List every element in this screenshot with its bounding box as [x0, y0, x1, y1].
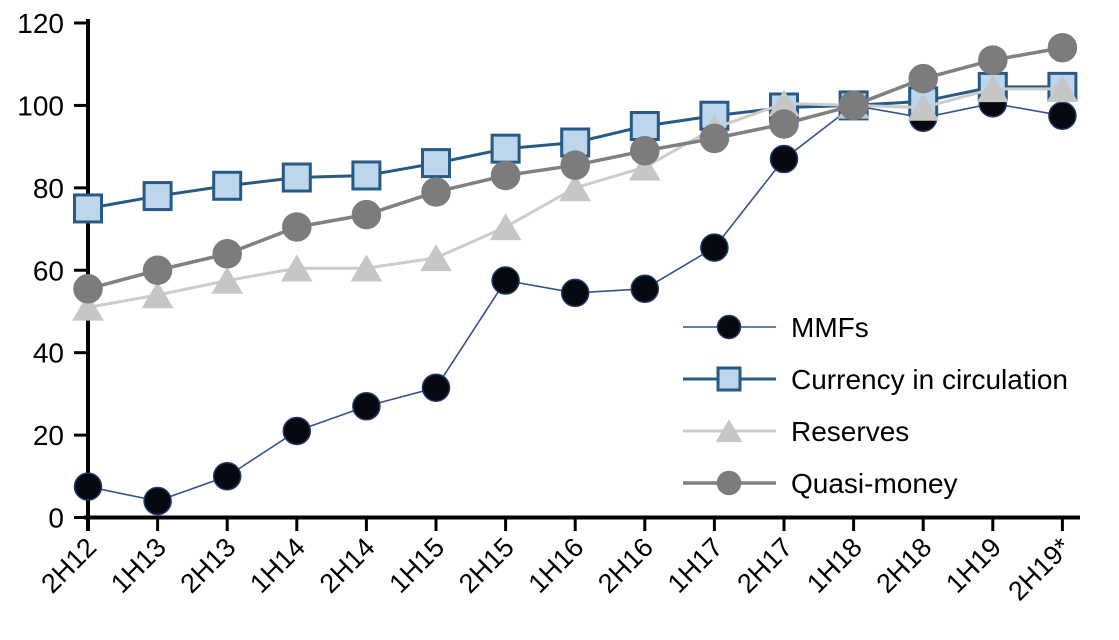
reserves-marker [280, 254, 313, 282]
legend-item-currency-in-circulation: Currency in circulation [683, 364, 1068, 395]
reserves-marker [72, 293, 104, 321]
y-tick-label: 100 [17, 90, 64, 121]
quasi-money-marker [699, 123, 730, 154]
series-quasi-money [73, 32, 1078, 304]
mmfs-marker [769, 144, 799, 174]
mmfs-marker [560, 278, 590, 308]
legend-square-icon [716, 366, 742, 392]
quasi-money-marker [1047, 32, 1078, 63]
quasi-money-marker [421, 177, 451, 207]
currency-in-circulation-marker [421, 148, 451, 179]
quasi-money-marker [73, 274, 103, 304]
y-tick-label: 0 [48, 503, 64, 534]
currency-in-circulation-marker [73, 193, 103, 224]
quasi-money-marker [560, 150, 590, 180]
mmfs-marker [352, 391, 381, 421]
x-tick-label: 2H16 [592, 532, 659, 599]
currency-in-circulation-marker [142, 181, 173, 212]
quasi-money-marker [908, 63, 938, 94]
mmfs-marker [421, 373, 451, 402]
reserves-marker [211, 266, 244, 294]
reserves-marker [907, 93, 940, 121]
legend-item-reserves: Reserves [683, 416, 909, 447]
legend-item-mmfs: MMFs [683, 312, 869, 343]
quasi-money-marker [838, 90, 869, 121]
x-tick-label: 1H13 [105, 532, 172, 599]
legend-label: Currency in circulation [791, 364, 1068, 395]
currency-in-circulation-marker [212, 170, 243, 201]
x-tick-label: 1H15 [383, 532, 450, 599]
quasi-money-marker [769, 109, 799, 139]
legend-circle-icon [716, 470, 742, 496]
y-tick-label: 20 [33, 420, 64, 451]
reserves-marker [559, 174, 592, 202]
currency-in-circulation-marker [629, 111, 660, 142]
reserves-marker [1046, 75, 1079, 103]
legend-label: Quasi-money [791, 468, 958, 499]
quasi-money-marker [351, 199, 382, 230]
mmfs-marker [143, 486, 172, 516]
currency-in-circulation-marker [281, 162, 312, 193]
x-tick-label: 2H17 [731, 532, 798, 599]
x-tick-label: 2H19* [1002, 532, 1077, 607]
mmfs-marker [73, 472, 103, 501]
mmfs-marker [212, 462, 242, 491]
legend-item-quasi-money: Quasi-money [683, 468, 958, 499]
reserves-marker [976, 75, 1009, 103]
x-tick-label: 1H14 [244, 532, 311, 599]
mmfs-marker [1048, 101, 1077, 130]
mmfs-marker [700, 233, 729, 262]
x-tick-label: 1H18 [801, 532, 868, 599]
x-tick-label: 2H14 [314, 532, 381, 599]
mmfs-marker [491, 266, 520, 295]
mmfs-marker [282, 416, 312, 446]
y-tick-label: 80 [33, 173, 64, 204]
x-tick-label: 1H16 [523, 532, 590, 599]
x-tick-label: 2H13 [175, 532, 242, 599]
quasi-money-marker [212, 239, 242, 269]
legend-triangle-icon [715, 419, 743, 443]
reserves-marker [420, 244, 452, 272]
x-tick-label: 1H17 [662, 532, 729, 599]
y-tick-label: 60 [33, 255, 64, 286]
x-tick-label: 2H15 [453, 532, 520, 599]
reserves-marker [350, 254, 383, 282]
quasi-money-marker [490, 160, 521, 191]
reserves-marker [628, 153, 661, 181]
currency-in-circulation-marker [351, 160, 382, 191]
legend-circle-icon [716, 314, 742, 340]
x-tick-label: 1H19 [940, 532, 1007, 599]
currency-in-circulation-marker [490, 133, 521, 164]
legend: MMFs Currency in circulation Reserves Quasi… [683, 312, 1068, 499]
x-tick-label: 2H12 [35, 532, 102, 599]
quasi-money-marker [282, 212, 312, 242]
quasi-money-marker [978, 45, 1008, 75]
x-tick-label: 2H18 [871, 532, 938, 599]
reserves-marker [489, 213, 522, 241]
y-tick-label: 120 [17, 8, 64, 39]
quasi-money-marker [142, 255, 173, 285]
mmfs-marker [630, 274, 660, 304]
legend-label: MMFs [791, 312, 869, 343]
quasi-money-marker [630, 135, 660, 166]
legend-label: Reserves [791, 416, 909, 447]
reserves-marker [141, 281, 174, 309]
y-tick-label: 40 [33, 338, 64, 369]
